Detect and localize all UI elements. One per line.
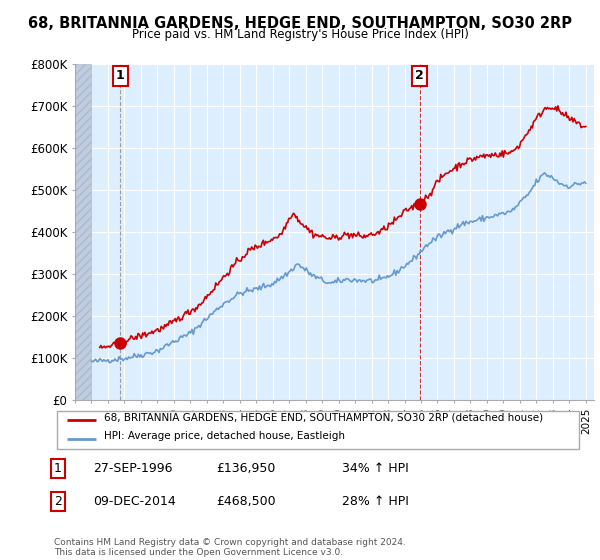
- Text: 68, BRITANNIA GARDENS, HEDGE END, SOUTHAMPTON, SO30 2RP (detached house): 68, BRITANNIA GARDENS, HEDGE END, SOUTHA…: [104, 412, 543, 422]
- Text: Price paid vs. HM Land Registry's House Price Index (HPI): Price paid vs. HM Land Registry's House …: [131, 28, 469, 41]
- Text: 27-SEP-1996: 27-SEP-1996: [93, 462, 173, 475]
- Text: 2: 2: [54, 494, 62, 508]
- Text: HPI: Average price, detached house, Eastleigh: HPI: Average price, detached house, East…: [104, 431, 345, 441]
- Text: 1: 1: [116, 69, 125, 82]
- Text: 09-DEC-2014: 09-DEC-2014: [93, 494, 176, 508]
- Text: £136,950: £136,950: [216, 462, 275, 475]
- Text: 1: 1: [54, 462, 62, 475]
- Text: 34% ↑ HPI: 34% ↑ HPI: [342, 462, 409, 475]
- Text: Contains HM Land Registry data © Crown copyright and database right 2024.
This d: Contains HM Land Registry data © Crown c…: [54, 538, 406, 557]
- Text: £468,500: £468,500: [216, 494, 275, 508]
- Bar: [75, 64, 91, 400]
- Text: 28% ↑ HPI: 28% ↑ HPI: [342, 494, 409, 508]
- Text: 68, BRITANNIA GARDENS, HEDGE END, SOUTHAMPTON, SO30 2RP: 68, BRITANNIA GARDENS, HEDGE END, SOUTHA…: [28, 16, 572, 31]
- FancyBboxPatch shape: [56, 411, 580, 449]
- Text: 2: 2: [415, 69, 424, 82]
